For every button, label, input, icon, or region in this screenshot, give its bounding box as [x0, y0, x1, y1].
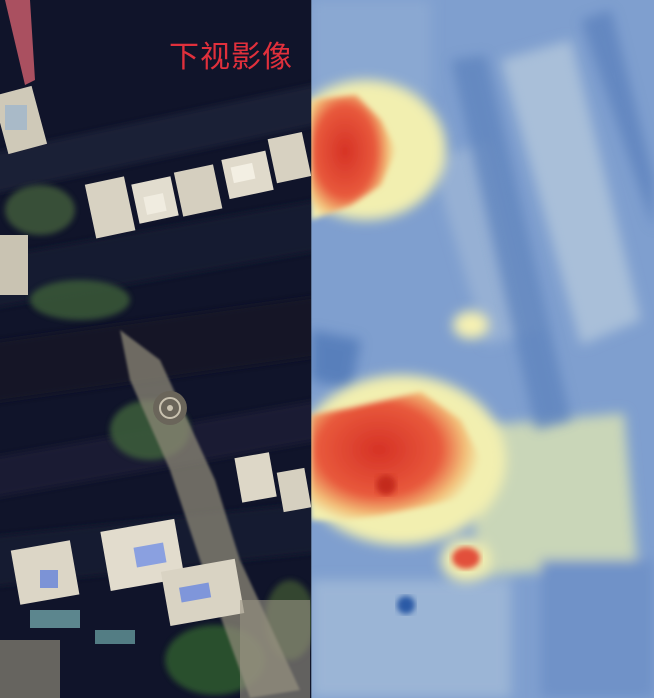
satellite-image: [0, 0, 311, 698]
depth-map-panel: [311, 0, 654, 698]
pool: [40, 570, 58, 588]
satellite-image-panel: 下视影像: [0, 0, 311, 698]
panel-divider: [311, 0, 312, 698]
image-caption: 下视影像: [169, 32, 293, 76]
hotspot-small: [452, 547, 480, 569]
depth-heatmap: [311, 0, 654, 698]
